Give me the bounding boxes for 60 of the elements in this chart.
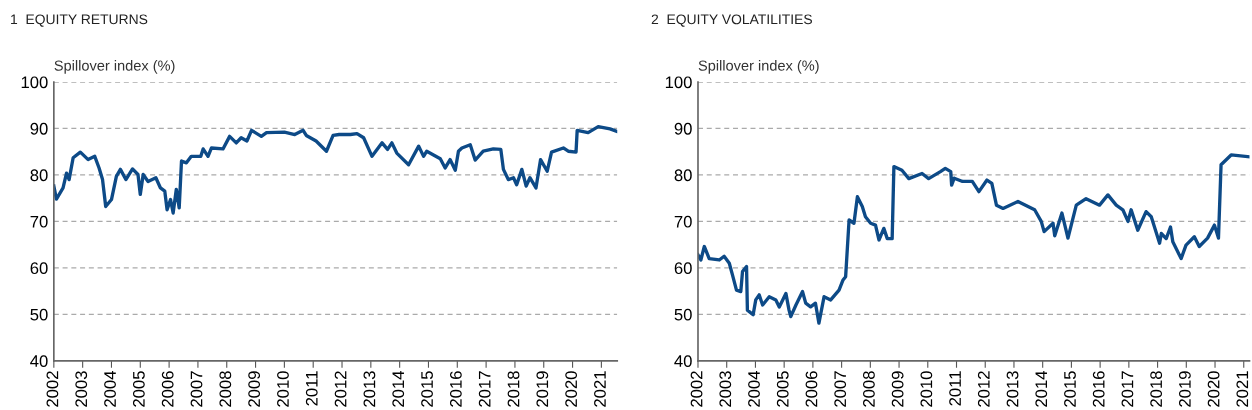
x-tick-label: 2005 — [776, 371, 789, 407]
y-tick-label: 40 — [30, 355, 48, 367]
x-tick-label: 2013 — [363, 371, 376, 407]
y-tick-label: 50 — [30, 308, 48, 321]
y-tick-label: 60 — [30, 262, 48, 275]
x-tick-label: 2015 — [1064, 371, 1076, 407]
y-axis-title: Spillover index (%) — [698, 60, 819, 74]
x-tick-label: 2005 — [132, 371, 145, 407]
x-tick-label: 2002 — [690, 371, 703, 407]
x-tick-label: 2014 — [1035, 371, 1048, 407]
chart-title: 1 EQUITY RETURNS — [11, 14, 148, 27]
x-tick-label: 2008 — [219, 371, 232, 407]
x-tick-label: 2019 — [536, 371, 549, 407]
x-tick-label: 2010 — [277, 371, 289, 407]
x-tick-label: 2007 — [190, 371, 203, 407]
x-tick-label: 2011 — [949, 371, 961, 406]
x-tick-label: 2003 — [719, 371, 732, 407]
x-tick-label: 2015 — [421, 371, 433, 407]
x-tick-label: 2018 — [1150, 371, 1163, 407]
x-tick-label: 2009 — [248, 371, 261, 407]
x-tick-label: 2006 — [805, 371, 818, 407]
y-tick-label: 80 — [30, 169, 48, 182]
y-tick-label: 90 — [674, 122, 692, 135]
x-tick-label: 2004 — [748, 371, 760, 407]
x-tick-label: 2004 — [104, 371, 116, 407]
x-tick-label: 2018 — [507, 371, 520, 407]
x-tick-label: 2021 — [1236, 371, 1249, 407]
x-tick-label: 2010 — [920, 371, 933, 407]
x-tick-label: 2021 — [594, 371, 606, 407]
line-series — [53, 124, 618, 215]
x-tick-label: 2017 — [1121, 371, 1134, 407]
x-tick-label: 2016 — [449, 371, 462, 407]
y-tick-label: 100 — [665, 76, 692, 89]
x-tick-label: 2020 — [565, 371, 578, 407]
y-tick-label: 100 — [21, 76, 48, 89]
x-tick-label: 2012 — [977, 371, 990, 407]
y-tick-label: 40 — [674, 355, 692, 367]
x-tick-label: 2003 — [75, 371, 88, 407]
x-tick-label: 2013 — [1006, 371, 1019, 407]
y-tick-label: 70 — [674, 215, 692, 228]
x-tick-label: 2016 — [1092, 371, 1105, 407]
x-tick-label: 2019 — [1178, 371, 1191, 407]
x-tick-label: 2008 — [863, 371, 875, 407]
y-tick-label: 50 — [674, 308, 692, 321]
y-axis-title: Spillover index (%) — [54, 60, 175, 74]
chart-title: 2 EQUITY VOLATILITIES — [651, 14, 812, 27]
x-tick-label: 2002 — [46, 371, 59, 407]
x-tick-label: 2007 — [834, 371, 847, 407]
x-tick-label: 2020 — [1207, 371, 1220, 407]
x-tick-label: 2014 — [392, 371, 405, 407]
x-tick-label: 2006 — [161, 371, 174, 407]
y-tick-label: 90 — [30, 122, 48, 135]
y-tick-label: 60 — [674, 262, 692, 275]
y-tick-label: 80 — [674, 169, 692, 182]
x-tick-label: 2012 — [334, 371, 347, 407]
x-tick-label: 2009 — [891, 371, 904, 407]
line-series — [697, 153, 1250, 325]
y-tick-label: 70 — [30, 215, 48, 228]
x-tick-label: 2017 — [478, 371, 491, 407]
x-tick-label: 2011 — [305, 371, 318, 406]
